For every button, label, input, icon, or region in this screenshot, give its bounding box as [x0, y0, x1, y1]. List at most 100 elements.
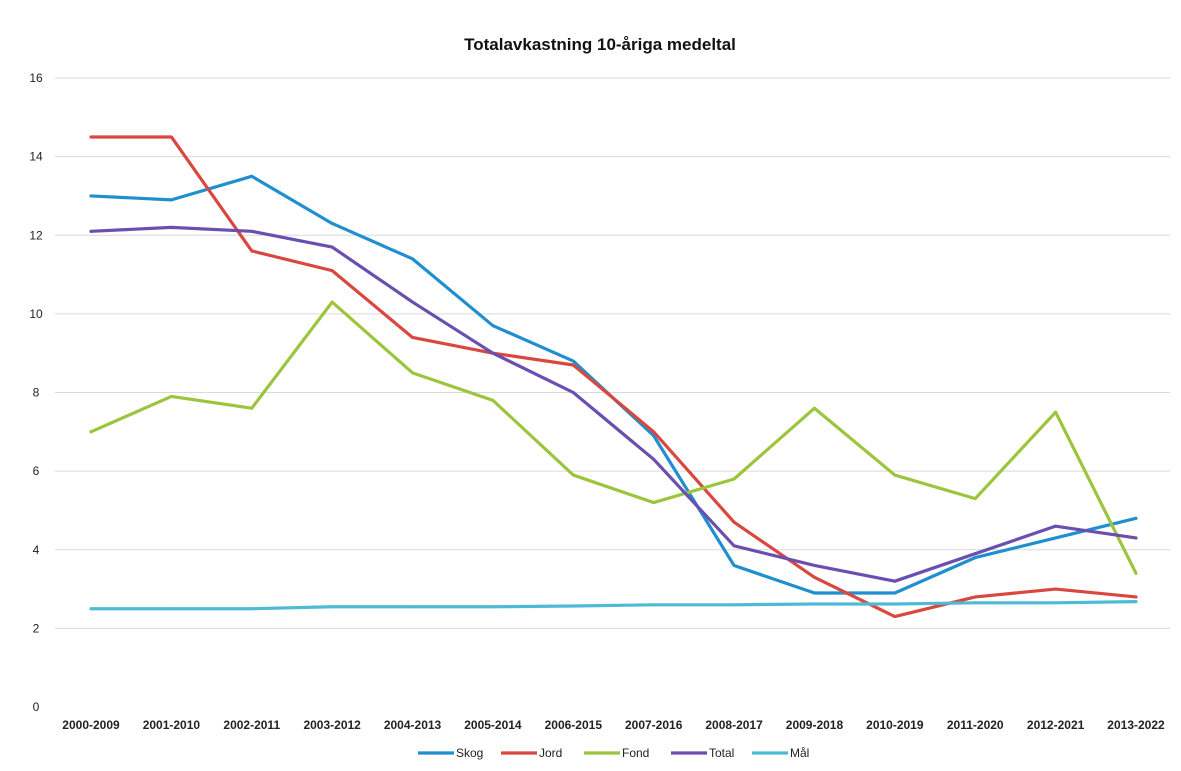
data-point	[1054, 601, 1058, 605]
series-lines	[89, 135, 1138, 619]
data-point	[491, 398, 495, 402]
x-tick-label: 2008-2017	[705, 718, 763, 732]
y-tick-label: 12	[29, 228, 43, 242]
x-tick-label: 2010-2019	[866, 718, 924, 732]
legend: Skog Jord Fond Total Mål	[418, 746, 809, 760]
data-point	[1134, 536, 1138, 540]
data-point	[973, 556, 977, 560]
y-tick-label: 2	[33, 621, 40, 635]
legend-label: Total	[709, 746, 734, 760]
data-point	[1134, 595, 1138, 599]
data-point	[893, 579, 897, 583]
legend-label: Mål	[790, 746, 809, 760]
data-point	[813, 591, 816, 595]
data-point	[330, 245, 334, 249]
series-line-total	[89, 225, 1138, 583]
data-point	[169, 225, 173, 229]
data-point	[973, 601, 977, 605]
data-point	[330, 300, 334, 304]
data-point	[1134, 600, 1138, 604]
data-point	[571, 604, 575, 608]
y-axis-tick-labels: 0 2 4 6 8 10 12 14 16	[29, 71, 43, 714]
data-point	[652, 501, 656, 504]
data-point	[973, 595, 977, 599]
data-point	[813, 564, 816, 567]
y-tick-label: 0	[33, 700, 40, 714]
data-point	[411, 257, 414, 261]
data-point	[813, 602, 816, 606]
x-tick-label: 2005-2014	[464, 718, 522, 732]
data-point	[89, 135, 93, 139]
data-point	[330, 605, 334, 609]
series-line-fond	[89, 300, 1138, 575]
y-tick-label: 8	[33, 386, 40, 400]
data-point	[1134, 516, 1138, 520]
data-point	[1054, 587, 1058, 591]
data-point	[169, 198, 173, 202]
data-point	[732, 603, 736, 607]
data-point	[571, 473, 575, 477]
data-point	[411, 300, 414, 304]
data-point	[1054, 410, 1058, 414]
data-point	[893, 602, 897, 606]
data-point	[411, 336, 414, 339]
data-point	[169, 135, 173, 139]
data-point	[652, 430, 656, 434]
data-point	[89, 194, 93, 198]
data-point	[250, 174, 254, 178]
data-point	[893, 591, 897, 595]
y-tick-label: 4	[33, 543, 40, 557]
series-line-skog	[89, 174, 1138, 595]
data-point	[250, 406, 254, 410]
series-line-mål	[89, 600, 1138, 611]
data-point	[89, 430, 93, 434]
data-point	[732, 564, 736, 567]
data-point	[1134, 571, 1138, 575]
data-point	[571, 359, 575, 363]
series-line-jord	[89, 135, 1138, 619]
x-axis-tick-labels: 2000-2009 2001-2010 2002-2011 2003-2012 2004…	[62, 718, 1165, 732]
x-tick-label: 2002-2011	[223, 718, 280, 732]
data-point	[411, 605, 414, 609]
data-point	[893, 473, 897, 477]
data-point	[89, 607, 93, 611]
data-point	[813, 406, 816, 410]
legend-label: Skog	[456, 746, 483, 760]
data-point	[1054, 524, 1058, 528]
x-tick-label: 2011-2020	[947, 718, 1004, 732]
x-tick-label: 2004-2013	[384, 718, 442, 732]
data-point	[89, 229, 93, 233]
y-tick-label: 14	[29, 150, 43, 164]
data-point	[411, 371, 414, 375]
y-tick-label: 10	[29, 307, 43, 321]
x-tick-label: 2012-2021	[1027, 718, 1085, 732]
legend-label: Fond	[622, 746, 649, 760]
y-tick-label: 6	[33, 464, 40, 478]
data-point	[571, 363, 575, 367]
data-point	[813, 575, 816, 579]
data-point	[652, 434, 656, 438]
data-point	[330, 222, 334, 225]
data-point	[1054, 536, 1058, 540]
data-point	[491, 605, 495, 609]
data-point	[732, 520, 736, 524]
data-point	[250, 607, 254, 611]
x-tick-label: 2003-2012	[303, 718, 361, 732]
x-tick-label: 2013-2022	[1107, 718, 1165, 732]
data-point	[169, 395, 173, 398]
chart-title: Totalavkastning 10-åriga medeltal	[464, 35, 736, 54]
data-point	[652, 603, 656, 607]
x-tick-label: 2001-2010	[143, 718, 201, 732]
x-tick-label: 2006-2015	[545, 718, 603, 732]
data-point	[893, 615, 897, 618]
data-point	[250, 229, 254, 233]
data-point	[571, 391, 575, 394]
x-tick-label: 2000-2009	[62, 718, 120, 732]
x-tick-label: 2007-2016	[625, 718, 683, 732]
legend-label: Jord	[539, 746, 562, 760]
data-point	[732, 544, 736, 548]
data-point	[250, 249, 254, 253]
data-point	[330, 269, 334, 273]
x-tick-label: 2009-2018	[786, 718, 844, 732]
